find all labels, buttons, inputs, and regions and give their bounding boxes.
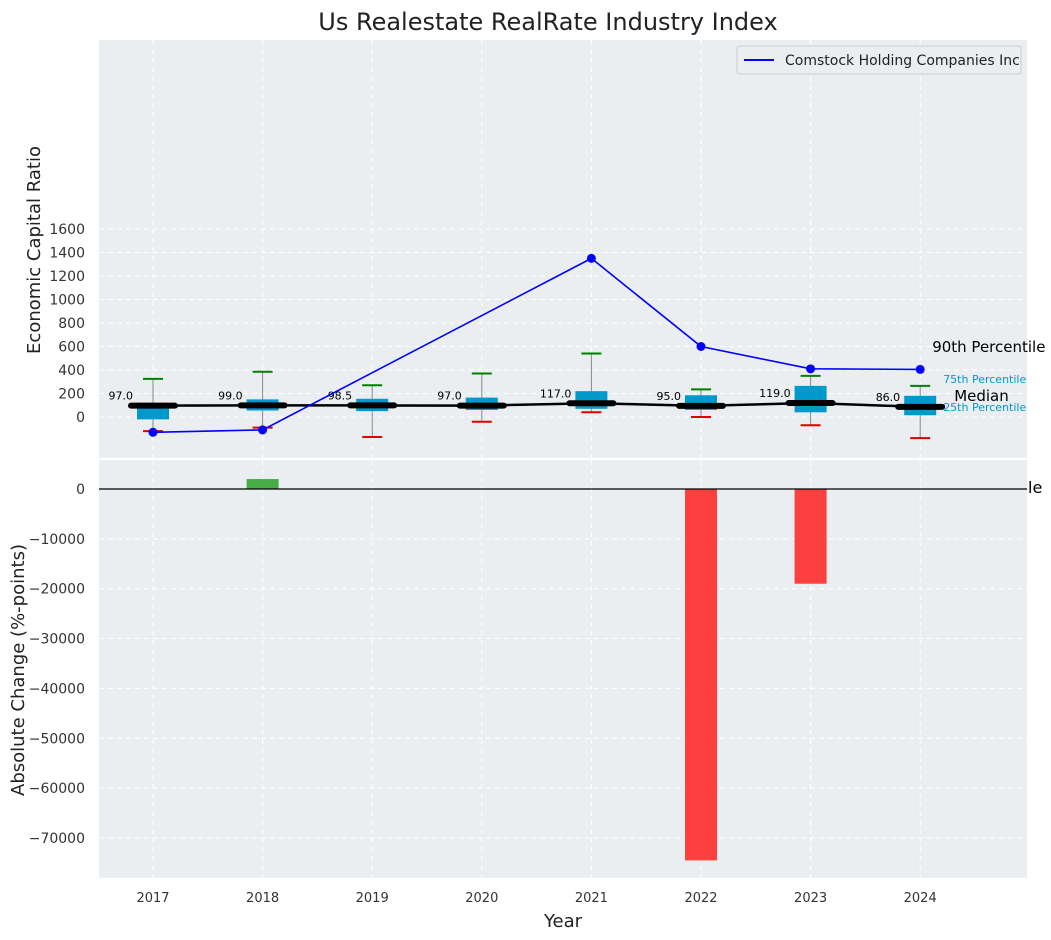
bottom-y-tick-label: −30000 xyxy=(29,632,85,648)
top-y-axis-label: Economic Capital Ratio xyxy=(24,146,45,354)
top-y-tick-label: 800 xyxy=(58,316,85,332)
bottom-y-tick-label: −20000 xyxy=(29,582,85,598)
x-tick-label: 2021 xyxy=(575,891,608,906)
top-plot-area xyxy=(99,40,1027,458)
company-point xyxy=(696,342,706,351)
annotation-median: Median xyxy=(954,387,1009,405)
top-y-tick-label: 1400 xyxy=(49,246,85,262)
median-value-label: 95.0 xyxy=(657,390,682,403)
bottom-y-tick-label: 0 xyxy=(76,482,85,498)
annotation-p90: 90th Percentile xyxy=(932,338,1045,356)
x-tick-label: 2022 xyxy=(684,891,717,906)
x-tick-label: 2019 xyxy=(356,891,389,906)
iqr-box xyxy=(794,385,827,413)
x-tick-labels: 2017 2018 2019 2020 2021 2022 2023 2024 xyxy=(136,891,936,906)
bottom-y-tick-label: −50000 xyxy=(29,731,85,747)
bottom-y-tick-label: −40000 xyxy=(29,681,85,697)
top-gridlines xyxy=(99,40,1027,458)
top-y-tick-label: 200 xyxy=(58,387,85,403)
median-value-label: 98.5 xyxy=(328,389,353,402)
median-value-label: 99.0 xyxy=(218,389,243,402)
change-bars xyxy=(246,479,827,861)
legend-box xyxy=(736,45,1022,75)
top-y-tick-label: 600 xyxy=(58,340,85,356)
median-value-label: 117.0 xyxy=(540,387,572,400)
bottom-y-tick-label: −70000 xyxy=(29,831,85,847)
change-bar xyxy=(246,479,279,489)
x-tick-label: 2020 xyxy=(465,891,498,906)
company-point xyxy=(586,253,596,263)
x-tick-label: 2023 xyxy=(794,891,827,906)
top-y-tick-label: 1000 xyxy=(49,293,85,309)
top-y-tick-labels: 0 200 400 600 800 1000 1200 1400 1600 xyxy=(49,222,85,426)
median-value-label: 97.0 xyxy=(109,390,134,403)
bottom-y-tick-label: −60000 xyxy=(29,781,85,797)
company-line xyxy=(152,257,921,434)
legend-entry: Comstock Holding Companies Inc xyxy=(785,53,1020,69)
chart-title: Us Realestate RealRate Industry Index xyxy=(318,8,777,36)
change-bar xyxy=(685,489,717,861)
company-point xyxy=(806,364,816,374)
bottom-annotation: le xyxy=(1028,478,1042,497)
company-point xyxy=(148,427,158,437)
change-bar xyxy=(794,489,827,584)
x-axis-label: Year xyxy=(543,911,583,932)
bottom-y-tick-labels: 0 −10000 −20000 −30000 −40000 −50000 −60000 −70… xyxy=(29,482,85,847)
annotation-p75: 75th Percentile xyxy=(943,373,1026,386)
x-tick-label: 2017 xyxy=(136,891,169,906)
company-series xyxy=(148,253,925,437)
median-value-label: 97.0 xyxy=(437,390,462,403)
median-trend-line xyxy=(152,401,921,409)
top-y-tick-label: 1200 xyxy=(49,269,85,285)
company-point xyxy=(258,425,268,435)
top-y-tick-label: 400 xyxy=(58,363,85,379)
x-tick-label: 2024 xyxy=(904,891,937,906)
annotation-p25: 25th Percentile xyxy=(943,401,1026,414)
percentile-annotations: 90th Percentile 75th PercentileMedian25th… xyxy=(932,338,1045,414)
median-value-label: 86.0 xyxy=(876,391,901,404)
legend: Comstock Holding Companies Inc xyxy=(736,45,1022,75)
bottom-plot-area xyxy=(99,460,1027,878)
company-point xyxy=(915,364,925,374)
bottom-y-axis-label: Absolute Change (%-points) xyxy=(8,544,29,796)
top-y-tick-label: 0 xyxy=(76,410,85,426)
bottom-y-tick-label: −10000 xyxy=(29,532,85,548)
median-value-label: 119.0 xyxy=(759,387,791,400)
x-tick-label: 2018 xyxy=(246,891,279,906)
top-y-tick-label: 1600 xyxy=(49,222,85,238)
median-trend xyxy=(152,401,921,409)
